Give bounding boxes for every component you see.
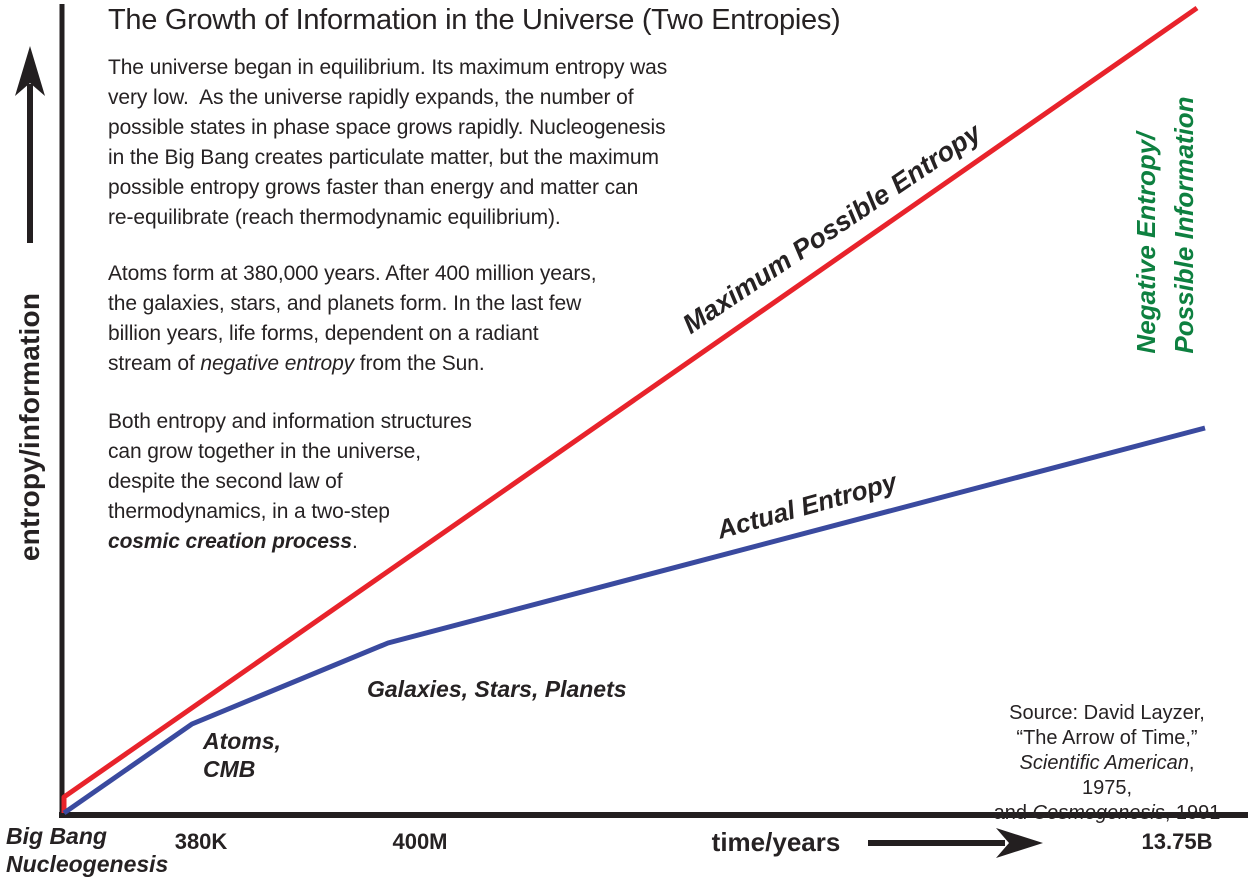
paragraph-cosmic-pre: Both entropy and information structures … — [108, 410, 472, 523]
negative-entropy-label-line1: Negative Entropy/ — [1131, 132, 1161, 354]
x-tick-big-bang-nucleogenesis: Big Bang Nucleogenesis — [6, 823, 169, 877]
source-line2: “The Arrow of Time,” — [1016, 727, 1198, 749]
x-tick-13-75b: 13.75B — [1141, 829, 1213, 854]
source-line4-rest: , 1991 — [1164, 802, 1221, 824]
paragraph-atoms-pre: Atoms form at 380,000 years. After 400 m… — [108, 262, 597, 375]
source-line4: and Cosmogenesis, 1991 — [992, 801, 1222, 826]
negative-entropy-label: Negative Entropy/ Possible Information — [1127, 96, 1203, 353]
chart-title: The Growth of Information in the Univers… — [108, 4, 841, 36]
paragraph-atoms-form: Atoms form at 380,000 years. After 400 m… — [108, 259, 597, 379]
paragraph-equilibrium-text: The universe began in equilibrium. Its m… — [108, 56, 668, 229]
x-tick-400m: 400M — [392, 829, 448, 854]
source-citation: Source: David Layzer, “The Arrow of Time… — [992, 701, 1222, 826]
x-tick-380k: 380K — [174, 829, 228, 854]
paragraph-cosmic-creation: Both entropy and information structures … — [108, 407, 472, 557]
source-cosmogenesis-italic: Cosmogenesis — [1032, 802, 1165, 824]
max-entropy-line — [61, 5, 1199, 813]
annotation-galaxies-stars-planets: Galaxies, Stars, Planets — [367, 676, 627, 702]
actual-entropy-line — [62, 425, 1206, 816]
source-line1: Source: David Layzer, — [1009, 702, 1205, 724]
annotation-atoms-cmb: Atoms, CMB — [203, 728, 281, 782]
source-scientific-american-italic: Scientific American — [1019, 752, 1189, 774]
y-axis-label: entropy/information — [14, 292, 45, 562]
negative-entropy-label-line2: Possible Information — [1169, 96, 1199, 354]
y-axis-arrow-icon — [15, 46, 45, 96]
cosmic-creation-bold-italic: cosmic creation process — [108, 530, 352, 553]
source-line3: Scientific American, 1975, — [992, 751, 1222, 801]
x-axis-label: time/years — [711, 827, 841, 857]
negative-entropy-italic: negative entropy — [200, 352, 355, 375]
x-axis-arrow-icon — [996, 828, 1043, 858]
paragraph-cosmic-post: . — [351, 530, 358, 553]
paragraph-equilibrium: The universe began in equilibrium. Its m… — [108, 53, 667, 233]
paragraph-atoms-post: from the Sun. — [354, 352, 485, 375]
source-line3-rest: , 1975, — [1081, 752, 1195, 799]
source-line4-pre: and — [993, 802, 1033, 824]
